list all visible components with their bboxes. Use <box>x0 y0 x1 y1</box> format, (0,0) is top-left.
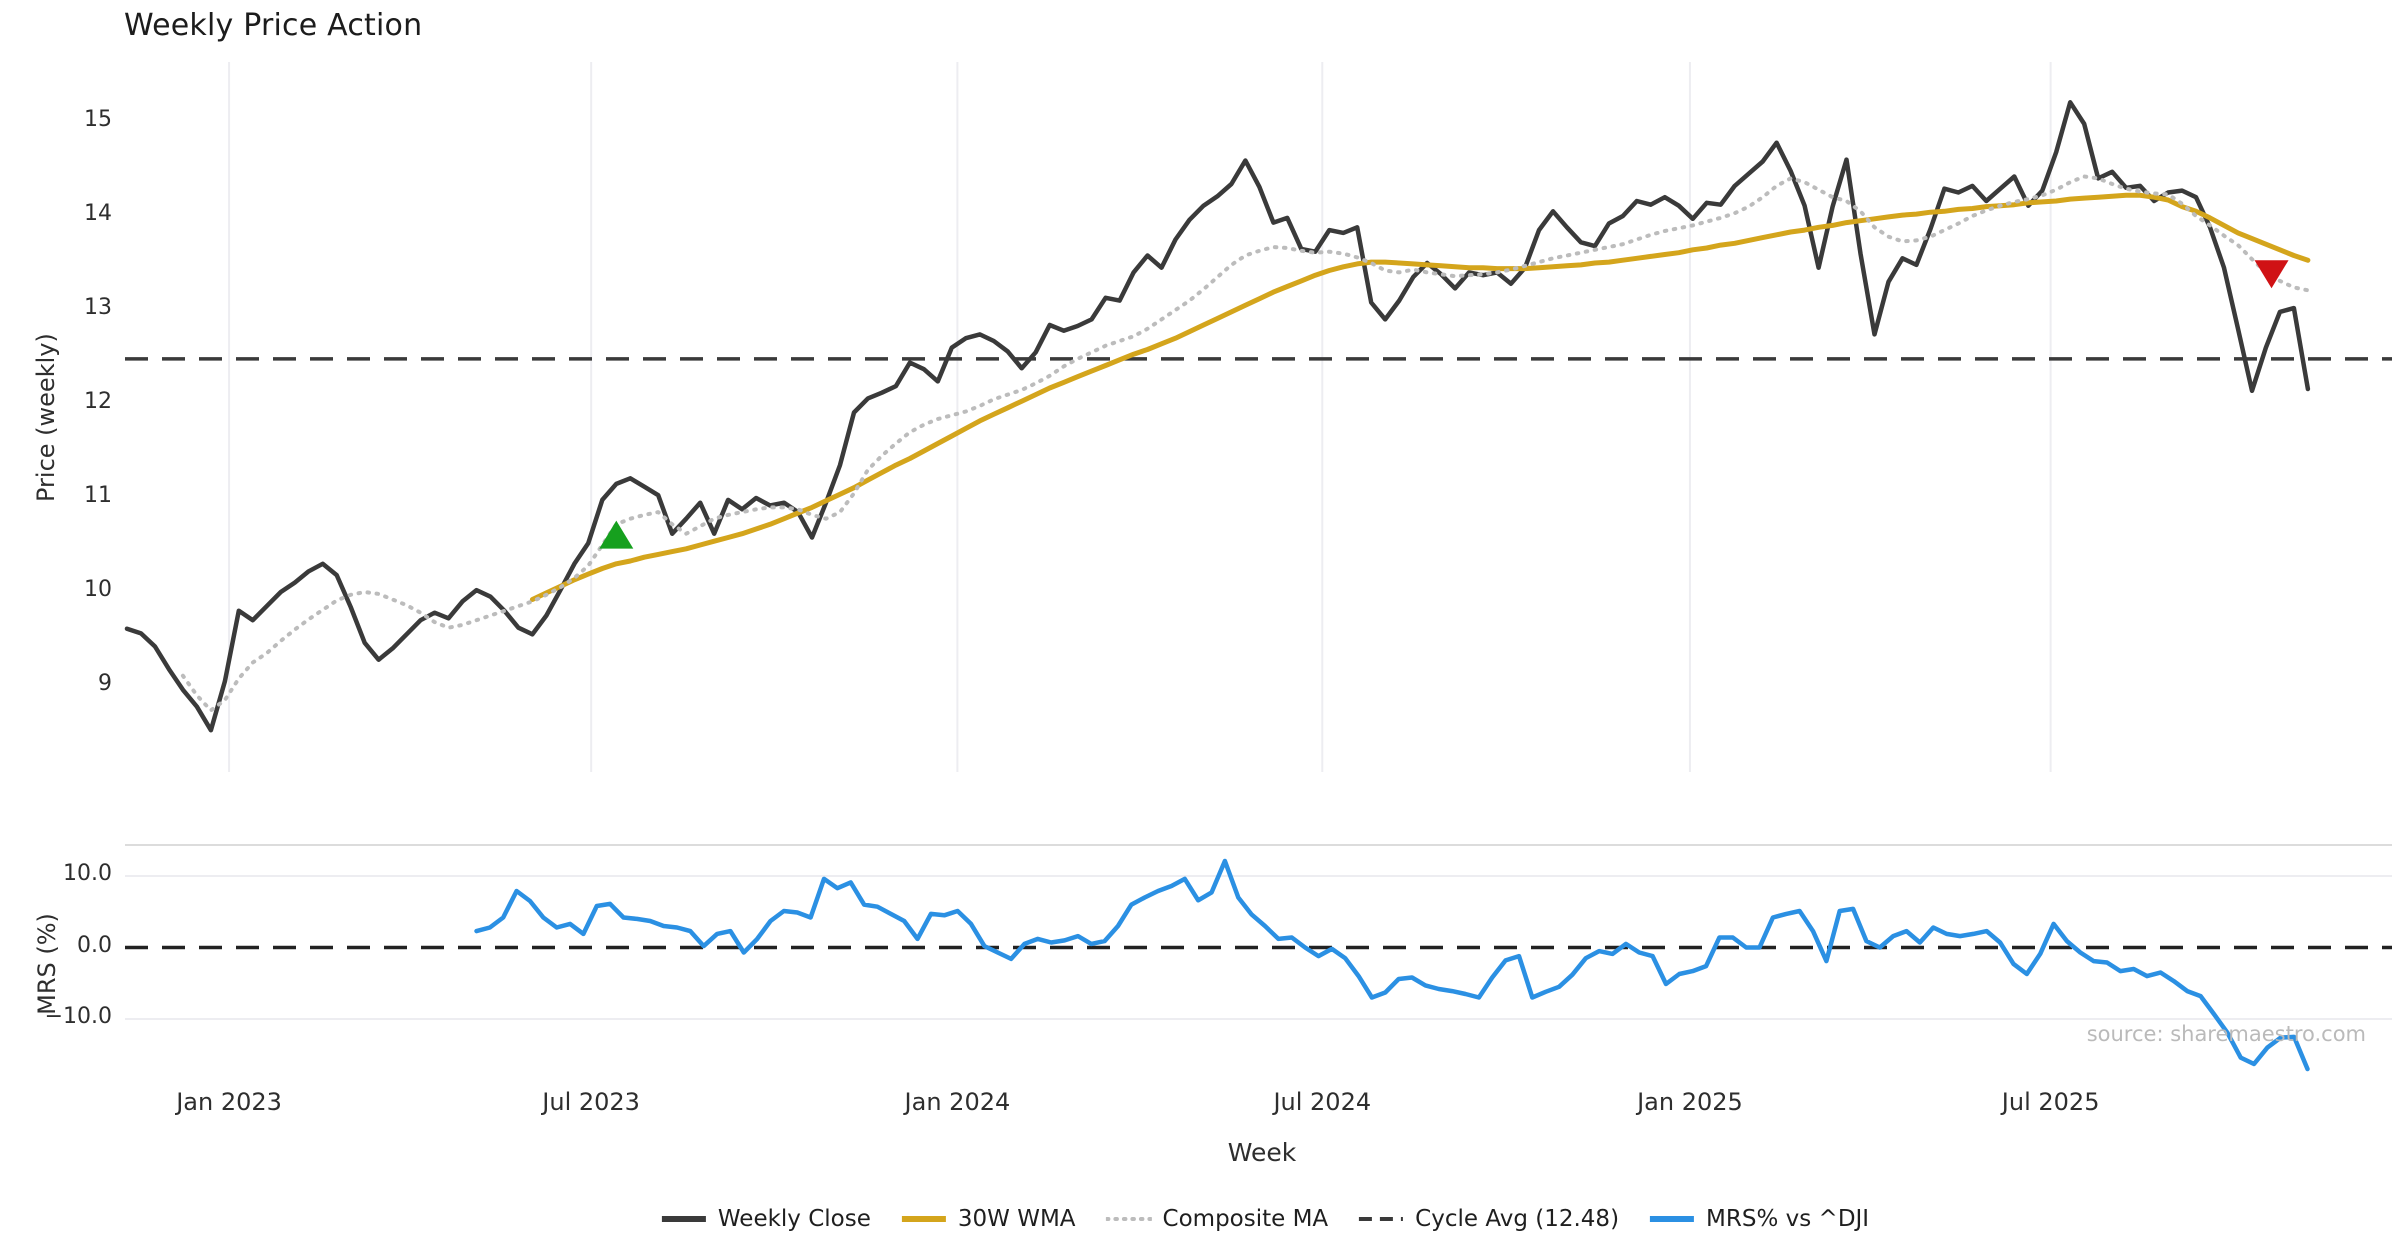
x-tick-label: Jul 2025 <box>2001 1088 2100 1116</box>
legend-label: 30W WMA <box>957 1206 1076 1232</box>
x-axis-label: Week <box>1227 1138 1297 1167</box>
price-axis-label: Price (weekly) <box>32 333 60 502</box>
legend-swatch-solid <box>1650 1216 1695 1222</box>
x-tick-label: Jan 2023 <box>176 1088 282 1116</box>
series-mrs-vs-dji <box>474 858 2310 1072</box>
series-30w-wma <box>529 192 2311 602</box>
legend-item: Weekly Close <box>661 1205 871 1233</box>
source-watermark: source: sharemaestro.com <box>2086 1022 2366 1046</box>
chart-title: Weekly Price Action <box>124 8 423 43</box>
x-tick-label: Jul 2024 <box>1273 1088 1372 1116</box>
legend-item: 30W WMA <box>901 1205 1076 1233</box>
y-tick-label: 13 <box>84 295 112 320</box>
mrs-axis-label: MRS (%) <box>33 913 61 1015</box>
x-tick-label: Jan 2025 <box>1637 1088 1743 1116</box>
sell-signal-marker <box>2254 260 2289 289</box>
x-tick-label: Jul 2023 <box>542 1088 640 1116</box>
series-composite-ma <box>180 174 2310 713</box>
legend-label: Weekly Close <box>717 1206 871 1232</box>
y-tick-label: 14 <box>84 201 112 226</box>
legend-item: Composite MA <box>1105 1205 1329 1233</box>
legend: Weekly Close 30W WMA Composite MA Cycle Avg… <box>661 1205 1869 1233</box>
y-tick-label: 9 <box>98 671 112 696</box>
legend-label: Composite MA <box>1162 1206 1329 1232</box>
y-tick-label: 15 <box>84 107 112 132</box>
legend-swatch-solid <box>901 1216 946 1222</box>
y-tick-label: 10 <box>84 577 112 602</box>
legend-swatch-solid <box>661 1216 706 1222</box>
y-tick-label: −10.0 <box>44 1004 112 1029</box>
series-weekly-close <box>124 100 2311 733</box>
legend-item: Cycle Avg (12.48) <box>1358 1205 1619 1233</box>
legend-label: Cycle Avg (12.48) <box>1415 1206 1620 1232</box>
legend-swatch-dotted <box>1105 1217 1152 1221</box>
legend-item: MRS% vs ^DJI <box>1649 1205 1869 1233</box>
legend-swatch-dashed <box>1359 1217 1404 1221</box>
y-tick-label: 12 <box>84 389 112 414</box>
y-tick-label: 0.0 <box>77 932 112 958</box>
y-tick-label: 11 <box>84 483 112 508</box>
buy-signal-marker <box>599 520 634 549</box>
y-tick-label: 10.0 <box>63 861 112 886</box>
legend-label: MRS% vs ^DJI <box>1706 1206 1870 1232</box>
x-tick-label: Jan 2024 <box>904 1088 1011 1116</box>
